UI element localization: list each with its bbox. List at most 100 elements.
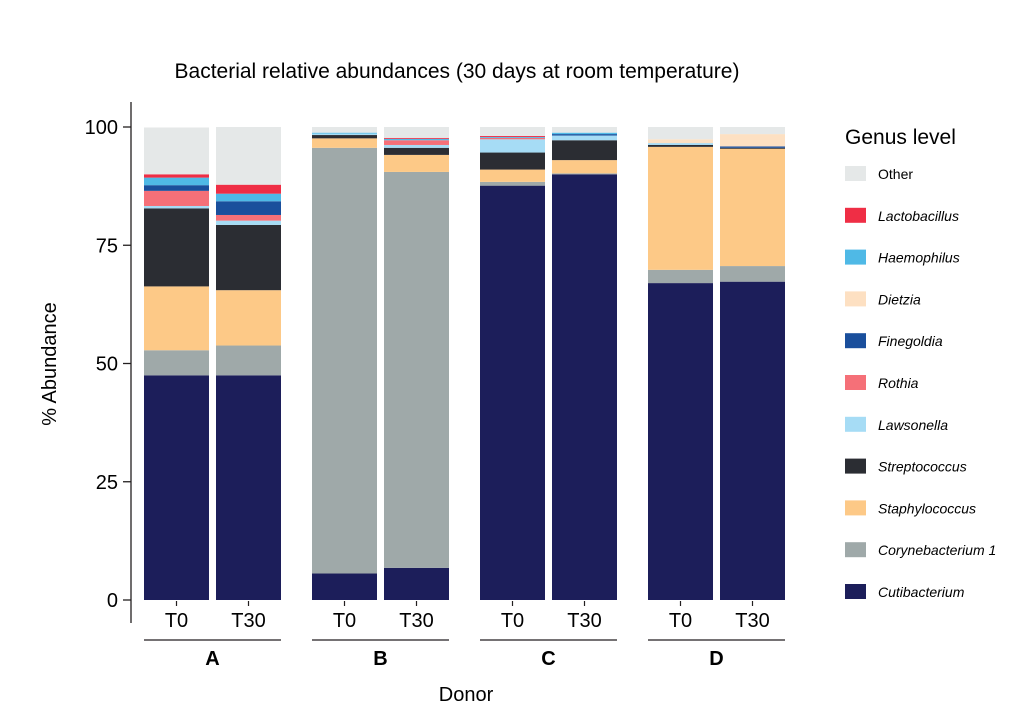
bar-segment-streptococcus — [720, 147, 785, 149]
group-label: D — [709, 648, 723, 670]
bar-segment-staphylococcus — [552, 160, 617, 174]
bar-label: T30 — [231, 610, 265, 632]
bar-label: T0 — [501, 610, 524, 632]
bar-segment-haemophilus — [312, 132, 377, 134]
bar-segment-lactobacillus — [144, 174, 209, 178]
y-tick-label: 75 — [96, 235, 118, 257]
bar-segment-haemophilus — [216, 193, 281, 202]
bar-segment-staphylococcus — [144, 286, 209, 351]
legend-swatch — [845, 416, 866, 432]
bar-label: T0 — [669, 610, 692, 632]
y-tick-label: 25 — [96, 472, 118, 494]
chart-title: Bacterial relative abundances (30 days a… — [175, 60, 740, 83]
bar-segment-cutibacterium — [144, 375, 209, 600]
bar-segment-staphylococcus — [648, 146, 713, 270]
bar-segment-cutibacterium — [480, 185, 545, 601]
bar-segment-other — [720, 127, 785, 135]
bar-segment-lawsonella — [384, 144, 449, 148]
y-tick-label: 0 — [107, 590, 118, 612]
bar-segment-staphylococcus — [480, 169, 545, 182]
bar-segment-other — [312, 127, 377, 133]
bar-segment-corynebacterium-1 — [720, 266, 785, 282]
bar-segment-corynebacterium-1 — [144, 350, 209, 376]
legend-label: Dietzia — [878, 291, 921, 307]
y-axis-label: % Abundance — [39, 302, 61, 425]
legend-swatch — [845, 584, 866, 599]
bar-segment-cutibacterium — [552, 174, 617, 601]
bar-segment-corynebacterium-1 — [216, 345, 281, 376]
bar-segment-staphylococcus — [720, 148, 785, 267]
bar-segment-dietzia — [720, 134, 785, 147]
bar-segment-staphylococcus — [384, 154, 449, 172]
bar-segment-haemophilus — [480, 136, 545, 138]
legend-label: Corynebacterium 1 — [878, 542, 996, 558]
bar-segment-streptococcus — [384, 147, 449, 155]
legend-label: Haemophilus — [878, 250, 960, 266]
bar-segment-other — [216, 127, 281, 185]
bar-segment-cutibacterium — [720, 281, 785, 600]
plot-area: 0 25 50 75 100 T0 T30 A T0 T30 B T0 T30 C T0 T30 D — [85, 102, 785, 670]
legend-swatch — [845, 542, 866, 558]
bar-segment-streptococcus — [648, 144, 713, 147]
legend-label: Rothia — [878, 375, 919, 391]
bar-segment-lawsonella — [216, 220, 281, 225]
bar-segment-streptococcus — [216, 224, 281, 291]
bar-segment-cutibacterium — [216, 375, 281, 600]
bar-segment-finegoldia — [216, 201, 281, 215]
bar-segment-corynebacterium-1 — [384, 171, 449, 568]
bar-segment-corynebacterium-1 — [552, 173, 617, 175]
legend-swatch — [845, 249, 866, 265]
bar-segment-corynebacterium-1 — [480, 181, 545, 186]
bar-segment-haemophilus — [144, 177, 209, 186]
legend-swatch — [845, 500, 866, 516]
x-axis-label: Donor — [439, 684, 494, 706]
bar-segment-lawsonella — [144, 205, 209, 209]
bar-segment-dietzia — [648, 139, 713, 144]
legend-swatch — [845, 458, 866, 474]
legend: Other Lactobacillus Haemophilus Dietzia Fine… — [845, 166, 996, 600]
bar-segment-streptococcus — [312, 135, 377, 139]
bar-label: T30 — [399, 610, 433, 632]
bar-segment-haemophilus — [552, 132, 617, 135]
bar-segment-streptococcus — [552, 140, 617, 161]
bar-label: T0 — [333, 610, 356, 632]
bar-segment-haemophilus — [384, 138, 449, 141]
bar-segment-corynebacterium-1 — [648, 269, 713, 284]
bar-label: T30 — [567, 610, 601, 632]
bar-segment-lactobacillus — [480, 135, 545, 137]
group-label: B — [373, 648, 387, 670]
bar-segment-other — [648, 127, 713, 140]
bar-segment-finegoldia — [552, 134, 617, 136]
legend-swatch — [845, 375, 866, 390]
bar-segment-cutibacterium — [312, 573, 377, 600]
bar-segment-lawsonella — [648, 143, 713, 145]
legend-swatch — [845, 291, 866, 307]
bar-segment-lawsonella — [480, 139, 545, 153]
legend-label: Cutibacterium — [878, 584, 965, 600]
bar-segment-other — [480, 127, 545, 136]
bar-segment-other — [144, 127, 209, 175]
group-label: C — [541, 648, 555, 670]
bar-segment-rothia — [480, 137, 545, 140]
legend-swatch — [845, 333, 866, 349]
legend-label: Finegoldia — [878, 333, 943, 349]
bar-segment-rothia — [384, 140, 449, 145]
bar-segment-lawsonella — [552, 135, 617, 141]
legend-label: Lawsonella — [878, 417, 948, 433]
group-label: A — [205, 648, 219, 670]
bar-segment-staphylococcus — [312, 138, 377, 148]
legend-label: Lactobacillus — [878, 208, 959, 224]
bar-segment-cutibacterium — [648, 283, 713, 600]
legend-label: Other — [878, 166, 913, 182]
bar-segment-corynebacterium-1 — [312, 147, 377, 574]
bar-segment-finegoldia — [144, 185, 209, 191]
bar-segment-lactobacillus — [384, 137, 449, 139]
bar-segment-lactobacillus — [216, 184, 281, 194]
y-tick-label: 100 — [85, 117, 118, 139]
bar-segment-finegoldia — [720, 146, 785, 148]
bar-segment-streptococcus — [480, 152, 545, 170]
legend-title: Genus level — [845, 126, 956, 149]
bar-label: T30 — [735, 610, 769, 632]
bar-segment-rothia — [144, 190, 209, 206]
